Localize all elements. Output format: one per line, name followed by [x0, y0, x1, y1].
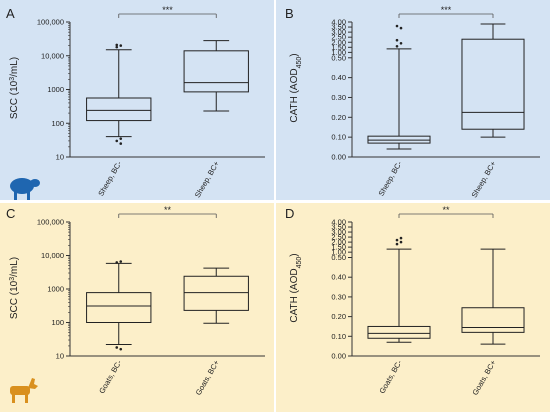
y-tick-label: 0.00: [331, 153, 346, 162]
y-tick-label: 4.00: [331, 218, 346, 227]
y-tick-label: 10: [56, 352, 64, 361]
y-tick-label: 100: [51, 119, 64, 128]
y-tick-label: 0.30: [331, 292, 346, 301]
significance-label: ***: [162, 5, 173, 15]
box-2: [183, 40, 249, 112]
box-iqr: [367, 325, 431, 339]
y-tick-label: 0.30: [331, 93, 346, 102]
y-tick-label: 4.00: [331, 18, 346, 27]
y-tick-label: 2.50: [331, 33, 346, 42]
significance-label: **: [164, 205, 172, 215]
y-tick-label: 0.10: [331, 332, 346, 341]
y-tick-label: 0.10: [331, 133, 346, 142]
goat-icon: [10, 378, 38, 403]
y-tick-label: 100,000: [37, 18, 64, 27]
y-tick-label: 0.50: [331, 53, 346, 62]
panel-label: D: [285, 206, 294, 221]
box-iqr: [183, 275, 249, 311]
box-iqr: [461, 307, 525, 333]
outlier-point: [395, 238, 399, 242]
outlier-point: [119, 347, 123, 351]
box-2: [461, 23, 525, 138]
y-axis-label: CATH (AOD450): [289, 253, 303, 322]
y-tick-label: 100: [51, 318, 64, 327]
panel-label: A: [6, 6, 15, 21]
outlier-point: [395, 24, 399, 28]
box-1: [367, 24, 431, 150]
y-tick-label: 1.00: [331, 48, 346, 57]
outlier-point: [119, 137, 123, 140]
y-tick-label: 0.40: [331, 273, 346, 282]
outlier-point: [395, 45, 399, 48]
outlier-point: [115, 43, 119, 47]
y-tick-label: 10,000: [41, 51, 64, 60]
y-tick-label: 10: [56, 153, 64, 162]
outlier-point: [119, 44, 123, 47]
y-tick-label: 1.00: [331, 248, 346, 257]
significance-label: ***: [441, 5, 452, 15]
y-tick-label: 0.20: [331, 113, 346, 122]
outlier-point: [399, 236, 403, 240]
box-2: [461, 248, 525, 345]
y-tick-label: 1.50: [331, 43, 346, 52]
outlier-point: [119, 260, 123, 263]
outlier-point: [395, 38, 399, 42]
box-2: [183, 267, 249, 324]
panel-label: C: [6, 206, 15, 221]
box-1: [86, 260, 152, 351]
box-1: [367, 236, 431, 343]
outlier-point: [115, 45, 119, 49]
y-tick-label: 2.50: [331, 233, 346, 242]
y-tick-label: 3.50: [331, 23, 346, 32]
outlier-point: [399, 26, 403, 30]
significance-label: **: [442, 205, 450, 215]
y-tick-label: 1000: [47, 85, 64, 94]
box-iqr: [86, 97, 152, 122]
y-tick-label: 0.50: [331, 253, 346, 262]
y-axis-label: CATH (AOD450): [289, 53, 303, 122]
y-tick-label: 0.20: [331, 312, 346, 321]
y-tick-label: 3.00: [331, 228, 346, 237]
y-tick-label: 2.00: [331, 38, 346, 47]
outlier-point: [399, 240, 403, 244]
y-tick-label: 3.50: [331, 223, 346, 232]
y-tick-label: 2.00: [331, 238, 346, 247]
y-tick-label: 100,000: [37, 218, 64, 227]
y-axis-label: SCC (103/mL): [9, 257, 21, 319]
outlier-point: [119, 142, 123, 145]
y-axis-label: SCC (103/mL): [9, 57, 21, 119]
y-tick-label: 0.40: [331, 73, 346, 82]
box-1: [86, 43, 152, 145]
outlier-point: [399, 41, 403, 45]
y-tick-label: 0.00: [331, 352, 346, 361]
panel-label: B: [285, 6, 294, 21]
box-iqr: [86, 292, 152, 324]
y-tick-label: 1000: [47, 285, 64, 294]
box-iqr: [183, 50, 249, 93]
y-tick-label: 1.50: [331, 243, 346, 252]
y-tick-label: 3.00: [331, 28, 346, 37]
outlier-point: [115, 261, 119, 264]
outlier-point: [115, 139, 119, 143]
outlier-point: [395, 242, 399, 246]
outlier-point: [115, 346, 119, 349]
box-iqr: [461, 38, 525, 130]
sheep-icon: [10, 178, 40, 200]
y-tick-label: 10,000: [41, 251, 64, 260]
